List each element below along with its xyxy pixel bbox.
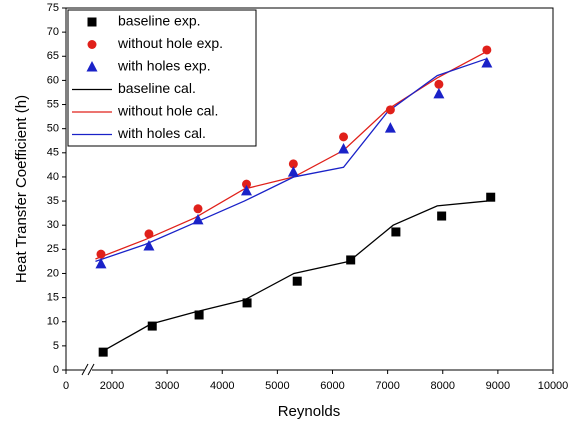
y-tick-label: 55	[47, 98, 59, 110]
y-tick-label: 40	[47, 171, 59, 183]
y-tick-label: 65	[47, 50, 59, 62]
y-axis-label: Heat Transfer Coefficient (h)	[13, 95, 30, 283]
data-point	[194, 310, 204, 320]
x-tick-label: 4000	[210, 380, 234, 392]
y-tick-label: 0	[53, 364, 59, 376]
series-line	[95, 58, 488, 263]
axis-break	[87, 363, 95, 376]
data-point	[143, 239, 155, 251]
data-point	[385, 105, 395, 115]
x-tick-label: 7000	[375, 380, 399, 392]
y-tick-label: 35	[47, 195, 59, 207]
data-point	[193, 204, 203, 214]
data-point	[434, 79, 444, 89]
data-point	[391, 227, 401, 237]
data-point	[292, 276, 302, 286]
legend-label: with holes exp.	[117, 58, 211, 74]
y-tick-label: 75	[47, 2, 59, 14]
data-point	[241, 184, 253, 196]
data-point	[486, 192, 496, 202]
x-axis-label: Reynolds	[278, 403, 341, 420]
data-point	[144, 229, 154, 239]
legend-swatch	[86, 61, 98, 72]
legend-label: without hole cal.	[117, 103, 218, 119]
legend-label: baseline cal.	[118, 80, 196, 96]
legend-label: without hole exp.	[117, 35, 223, 51]
x-tick-label: 8000	[431, 380, 455, 392]
data-point	[338, 142, 350, 154]
legend-swatch	[87, 40, 97, 49]
y-tick-label: 15	[47, 292, 59, 304]
x-tick-label: 9000	[486, 380, 510, 392]
data-point	[192, 213, 204, 225]
y-tick-label: 60	[47, 74, 59, 86]
data-point	[339, 132, 349, 142]
data-point	[437, 211, 447, 221]
data-point	[95, 257, 107, 269]
legend-label: with holes cal.	[117, 125, 206, 141]
y-tick-label: 25	[47, 243, 59, 255]
legend-swatch	[87, 17, 97, 27]
series-line	[100, 200, 487, 353]
data-point	[481, 57, 493, 68]
data-point	[287, 166, 299, 177]
axis-break	[81, 363, 89, 376]
x-tick-label: 5000	[265, 380, 289, 392]
data-point	[242, 298, 252, 308]
y-tick-label: 30	[47, 219, 59, 231]
legend-label: baseline exp.	[118, 13, 201, 29]
x-tick-label: 10000	[538, 380, 569, 392]
plot-frame	[65, 7, 554, 371]
y-tick-label: 10	[47, 316, 59, 328]
axis-break-gap	[84, 368, 92, 373]
data-point	[96, 249, 106, 259]
y-tick-label: 20	[47, 267, 59, 279]
data-point	[147, 321, 157, 331]
x-tick-label: 0	[63, 380, 69, 392]
y-tick-label: 45	[47, 147, 59, 159]
data-point	[482, 45, 492, 55]
data-point	[288, 159, 298, 169]
data-point	[98, 347, 108, 357]
y-tick-label: 5	[53, 340, 59, 352]
legend-box	[67, 9, 257, 147]
data-point	[384, 122, 396, 133]
data-point	[433, 87, 445, 99]
x-tick-label: 6000	[320, 380, 344, 392]
y-tick-label: 70	[47, 26, 59, 38]
y-tick-label: 50	[47, 123, 59, 135]
data-point	[242, 179, 252, 189]
x-tick-label: 3000	[155, 380, 179, 392]
x-tick-label: 2000	[100, 380, 124, 392]
data-point	[346, 255, 356, 265]
